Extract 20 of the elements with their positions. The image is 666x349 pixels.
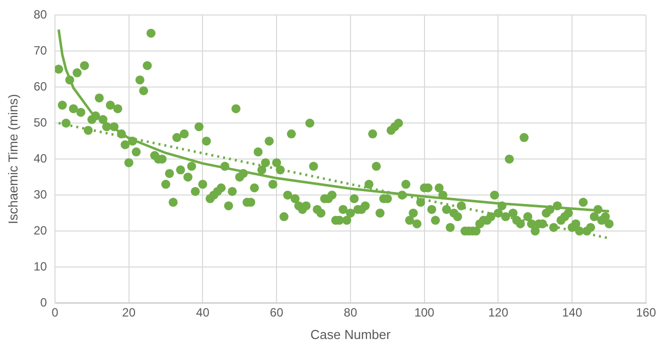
x-tick-label: 100 (414, 306, 435, 320)
y-tick-label: 50 (34, 115, 48, 130)
y-tick-label: 40 (34, 151, 48, 166)
x-tick-label: 0 (52, 306, 59, 320)
y-tick-label: 80 (34, 8, 48, 22)
y-tick-label: 0 (40, 295, 48, 310)
x-tick-label: 80 (344, 306, 358, 320)
y-tick-label: 10 (34, 259, 48, 274)
x-tick-label: 140 (562, 306, 582, 320)
x-tick-label: 60 (270, 306, 284, 320)
x-tick-label: 160 (636, 306, 656, 320)
x-tick-label: 20 (122, 306, 136, 320)
y-tick-label: 70 (34, 43, 48, 58)
y-tick-label: 20 (34, 223, 48, 238)
y-axis-title: Ischaemic Time (mins) (5, 94, 20, 224)
x-tick-label: 40 (196, 306, 210, 320)
y-tick-label: 60 (34, 79, 48, 94)
x-axis-title: Case Number (310, 326, 392, 342)
y-tick-label: 30 (34, 187, 48, 202)
x-tick-label: 120 (488, 306, 509, 320)
